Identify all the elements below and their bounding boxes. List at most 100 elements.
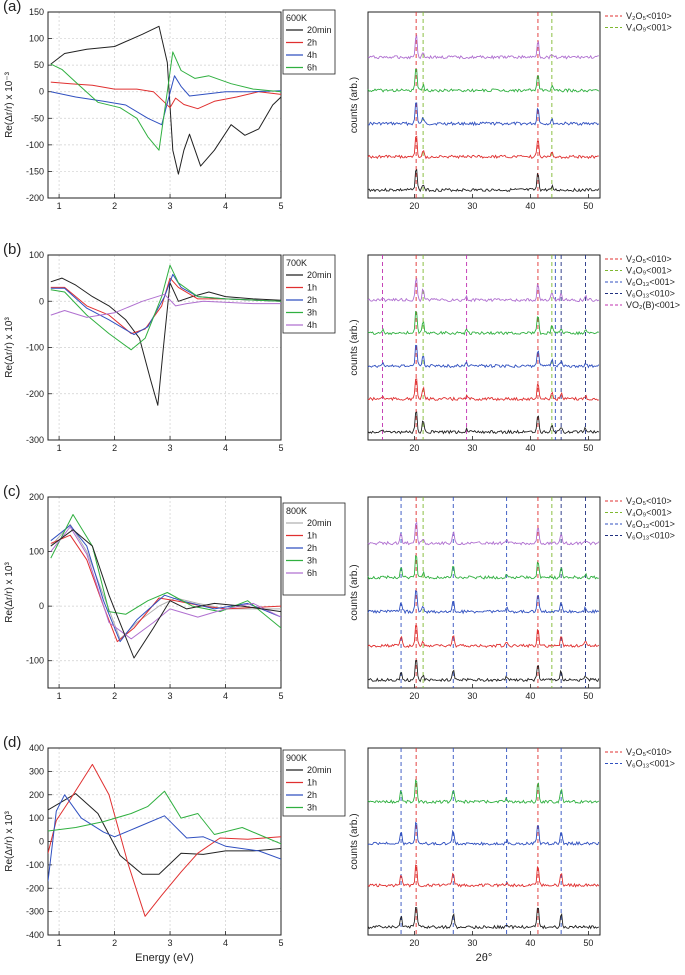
phase-legend: V₂O₅<010> V₄O₉<001> <box>605 11 672 33</box>
legend-label: 1h <box>307 778 317 788</box>
series-line-6h <box>50 51 281 151</box>
plot-frame <box>367 747 601 936</box>
phase-legend-label: V₆O₁₃<001> <box>626 277 675 287</box>
series-line-1h <box>48 763 281 917</box>
legend-box <box>282 254 336 334</box>
legend-title: 700K <box>286 258 307 268</box>
xrd-trace <box>367 625 600 649</box>
x-tick-label: 20 <box>409 443 419 453</box>
plot-frame <box>367 496 601 689</box>
right-chart: 20 30 40 50 counts (arb.) 2θ° V₂O₅<010> V₆O₁₃<0… <box>349 747 675 964</box>
x-tick-label: 40 <box>525 201 535 211</box>
xrd-trace <box>367 778 600 805</box>
series-group <box>50 25 281 175</box>
phase-legend: V₂O₅<010> V₆O₁₃<001> <box>605 747 675 769</box>
xrd-trace <box>367 521 600 546</box>
plot-frame <box>367 11 601 199</box>
series-line-20min <box>50 523 281 640</box>
x-tick-label: 2 <box>112 443 117 453</box>
legend-label: 3h <box>307 556 317 566</box>
xrd-trace <box>367 864 600 888</box>
x-tick-label: 5 <box>278 443 283 453</box>
phase-legend-label: V₂O₅<010> <box>626 254 672 264</box>
xrd-trace <box>367 168 600 193</box>
x-tick-label: 3 <box>168 201 173 211</box>
x-tick-label: 4 <box>223 938 228 948</box>
x-tick-label: 5 <box>278 691 283 701</box>
y-tick-label: 100 <box>29 34 44 44</box>
xrd-trace <box>367 135 599 160</box>
xrd-trace <box>367 821 600 846</box>
left-chart: 1 2 3 4 5 400 300 200 100 0 -100 -200 -300 -400 Re(Δr/… <box>4 743 346 964</box>
y-tick-label: 0 <box>39 87 44 97</box>
xrd-trace <box>367 590 600 615</box>
x-tick-label: 50 <box>583 691 593 701</box>
y-axis-label: Re(Δr/r) x 10⁻³ <box>4 71 15 138</box>
x-tick-label: 1 <box>57 201 62 211</box>
phase-legend-label: V₆O₁₃<010> <box>626 531 675 541</box>
legend-title: 900K <box>286 753 307 763</box>
xrd-trace <box>367 102 600 127</box>
panel-0: (a) 1 2 3 4 5 150 100 50 0 -50 -100 -150 -200 Re(Δr/r)… <box>3 0 672 211</box>
series-line-2h <box>48 794 281 882</box>
x-tick-label: 50 <box>583 201 593 211</box>
legend-label: 6h <box>307 63 317 73</box>
x-tick-label: 30 <box>467 201 477 211</box>
series-group <box>50 264 281 406</box>
y-axis-label: counts (arb.) <box>349 813 360 869</box>
phase-legend-label: V₄O₉<001> <box>626 508 672 518</box>
phase-legend: V₂O₅<010> V₄O₉<001>V₆O₁₃<001> V₆O₁₃<010> <box>605 496 675 541</box>
x-tick-label: 3 <box>168 938 173 948</box>
y-tick-label: -100 <box>26 140 44 150</box>
xrd-trace <box>367 34 599 60</box>
series-line-2h <box>50 81 281 110</box>
x-tick-label: 1 <box>57 443 62 453</box>
y-tick-label: -150 <box>26 166 44 176</box>
phase-legend-label: V₂O₅<010> <box>626 747 672 757</box>
x-tick-label: 2 <box>112 938 117 948</box>
series-line-3h <box>50 264 281 351</box>
series-line-20min-black <box>50 529 281 659</box>
series-line-2h <box>50 524 281 643</box>
y-tick-label: 400 <box>29 743 44 753</box>
plot-frame <box>47 11 282 199</box>
y-tick-label: -300 <box>26 907 44 917</box>
series-line-3h <box>48 790 281 845</box>
phase-legend-label: V₆O₁₃<001> <box>626 759 675 769</box>
y-tick-label: 50 <box>34 60 44 70</box>
y-tick-label: 100 <box>29 813 44 823</box>
x-tick-label: 4 <box>223 443 228 453</box>
phase-legend-label: V₂O₅<010> <box>626 11 672 21</box>
panel-1: (b) 1 2 3 4 5 100 0 -100 -200 -300 Re(Δr/r) x 10³ 70… <box>3 241 680 453</box>
y-tick-label: -200 <box>26 883 44 893</box>
y-tick-label: -200 <box>26 389 44 399</box>
legend-label: 1h <box>307 283 317 293</box>
x-tick-label: 5 <box>278 938 283 948</box>
panel-2: (c) 1 2 3 4 5 200 100 0 -100 Re(Δr/r) x 10³ 800K20m… <box>3 483 675 701</box>
phase-legend-label: V₂O₅<010> <box>626 496 672 506</box>
right-chart: 20 30 40 50 counts (arb.) V₂O₅<010> V₄O₉<001> <box>349 11 672 211</box>
x-tick-label: 30 <box>467 938 477 948</box>
xrd-trace <box>367 659 600 683</box>
y-tick-label: 0 <box>39 837 44 847</box>
y-axis-label: Re(Δr/r) x 10³ <box>4 562 15 623</box>
series-line-20min <box>48 793 281 875</box>
y-tick-label: 100 <box>29 547 44 557</box>
panel-label: (d) <box>3 734 21 751</box>
panel-3: (d) 1 2 3 4 5 400 300 200 100 0 -100 -200 -300 -400 Re(… <box>3 734 675 964</box>
legend-label: 4h <box>307 320 317 330</box>
x-tick-label: 1 <box>57 938 62 948</box>
left-chart: 1 2 3 4 5 150 100 50 0 -50 -100 -150 -200 Re(Δr/r) x … <box>4 7 336 211</box>
x-tick-label: 40 <box>525 691 535 701</box>
legend-label: 1h <box>307 531 317 541</box>
x-tick-label: 20 <box>409 938 419 948</box>
x-tick-label: 20 <box>409 691 419 701</box>
y-axis-label: Re(Δr/r) x 10³ <box>4 811 15 872</box>
y-axis-label: counts (arb.) <box>349 77 360 133</box>
series-group <box>48 763 281 917</box>
